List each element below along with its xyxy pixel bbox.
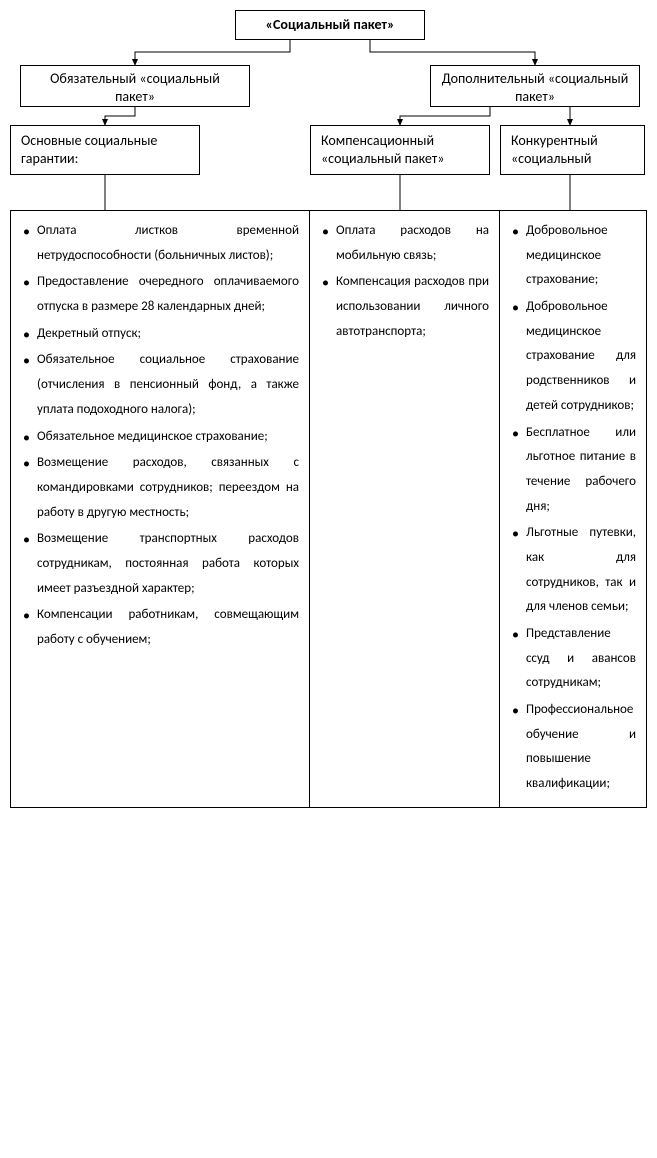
- list-item: Добровольное медицинское страхование для…: [506, 295, 636, 418]
- list-compensation: Оплата расходов на мобильную связь;Компе…: [316, 219, 489, 344]
- node-mandatory-label: Обязательный «социальный пакет»: [50, 70, 220, 105]
- node-guarantees-label: Основные социальные гарантии:: [21, 132, 157, 167]
- node-mandatory: Обязательный «социальный пакет»: [20, 65, 250, 107]
- list-item: Предоставление очередного оплачиваемого …: [17, 270, 299, 319]
- list-item: Бесплатное или льготное питание в течени…: [506, 421, 636, 520]
- list-item: Представление ссуд и авансов сотрудникам…: [506, 622, 636, 696]
- connector-lines: [10, 10, 647, 210]
- node-additional: Дополнительный «социальный пакет»: [430, 65, 640, 107]
- list-item: Обязательное социальное страхование (отч…: [17, 348, 299, 422]
- column-guarantees: Оплата листков временной нетрудоспособно…: [10, 210, 310, 808]
- node-compensation: Компенсационный «социальный пакет»: [310, 125, 490, 175]
- list-item: Оплата листков временной нетрудоспособно…: [17, 219, 299, 268]
- list-guarantees: Оплата листков временной нетрудоспособно…: [17, 219, 299, 653]
- detail-columns: Оплата листков временной нетрудоспособно…: [10, 210, 647, 808]
- list-competitive: Добровольное медицинское страхование;Доб…: [506, 219, 636, 797]
- list-item: Обязательное медицинское страхование;: [17, 425, 299, 450]
- column-compensation: Оплата расходов на мобильную связь;Компе…: [310, 210, 500, 808]
- node-root-label: «Социальный пакет»: [265, 16, 394, 34]
- list-item: Декретный отпуск;: [17, 322, 299, 347]
- node-competitive-label: Конкурентный «социальный: [511, 132, 598, 167]
- node-root: «Социальный пакет»: [235, 10, 425, 40]
- list-item: Профессиональное обучение и повышение кв…: [506, 698, 636, 797]
- list-item: Компенсации работникам, совмещающим рабо…: [17, 603, 299, 652]
- list-item: Добровольное медицинское страхование;: [506, 219, 636, 293]
- list-item: Льготные путевки, как для сотрудников, т…: [506, 521, 636, 620]
- node-guarantees: Основные социальные гарантии:: [10, 125, 200, 175]
- node-compensation-label: Компенсационный «социальный пакет»: [321, 132, 444, 167]
- hierarchy-diagram: «Социальный пакет» Обязательный «социаль…: [10, 10, 647, 1148]
- node-additional-label: Дополнительный «социальный пакет»: [442, 70, 629, 105]
- list-item: Оплата расходов на мобильную связь;: [316, 219, 489, 268]
- list-item: Возмещение расходов, связанных с команди…: [17, 451, 299, 525]
- node-competitive: Конкурентный «социальный: [500, 125, 645, 175]
- list-item: Компенсация расходов при использовании л…: [316, 270, 489, 344]
- column-competitive: Добровольное медицинское страхование;Доб…: [500, 210, 647, 808]
- list-item: Возмещение транспортных расходов сотрудн…: [17, 527, 299, 601]
